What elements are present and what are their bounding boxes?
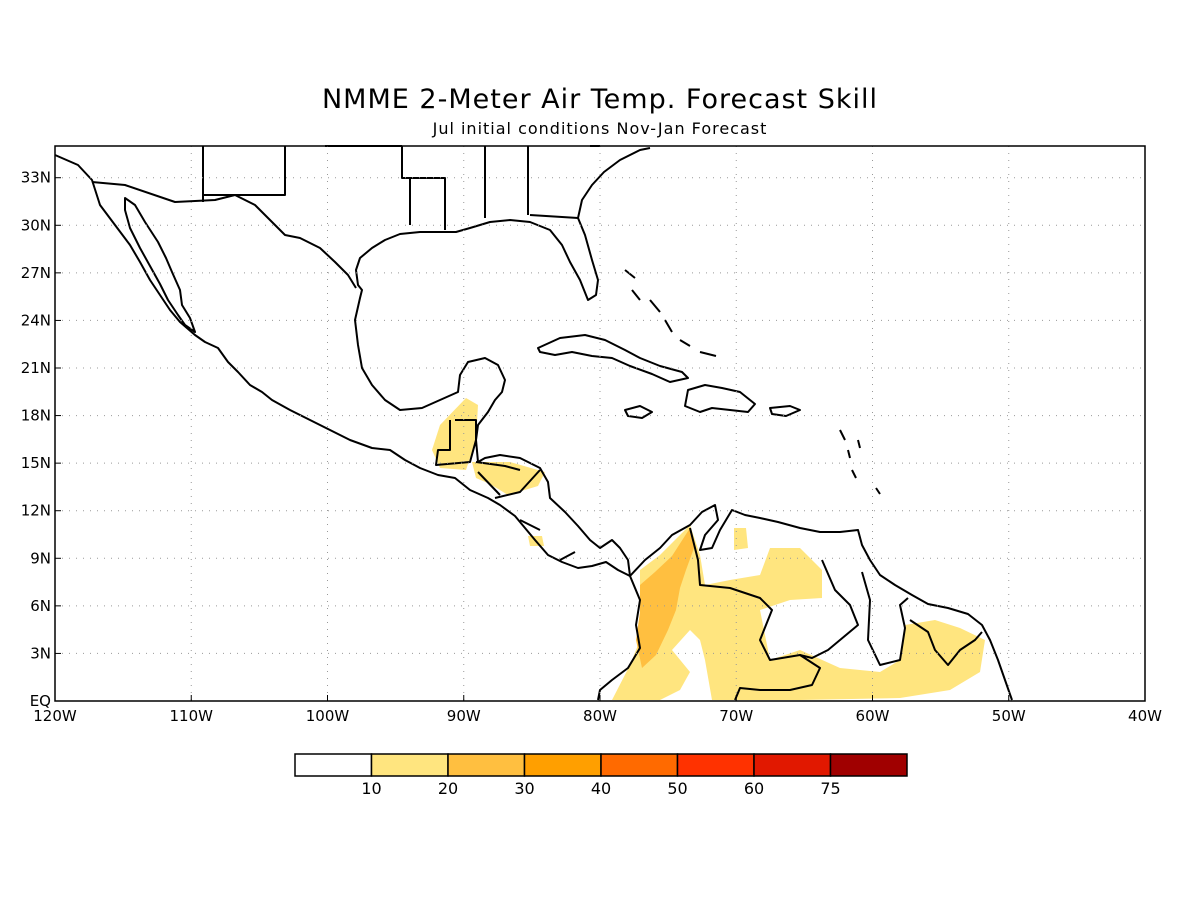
islands-bahamas [624,269,717,357]
coast-gulf-of-mexico [354,147,651,577]
lat-tick-label: 15N [21,454,51,472]
border-guianas [861,571,983,666]
coast-pacific-south-america [597,575,641,701]
border-us-states [202,145,600,230]
skill-region-south-america [612,525,985,700]
skill-shading [432,398,985,700]
skill-region-honduras [472,462,545,495]
map-subtitle: Jul initial conditions Nov-Jan Forecast [432,119,768,138]
lon-tick-label: 90W [447,707,481,725]
colorbar-swatch [370,753,449,777]
lon-tick-label: 60W [856,707,890,725]
coast-mexico-pacific [54,154,631,577]
colorbar-label: 60 [744,779,764,798]
coast-south-america [629,504,1013,701]
island-hispaniola [684,384,756,413]
skill-region-venezuela-patch [734,528,748,550]
colorbar-label: 30 [514,779,534,798]
border-central-america [435,419,576,561]
lat-tick-label: 21N [21,359,51,377]
colorbar: 10 20 30 40 50 60 75 [294,753,908,798]
islands-lesser-antilles [839,429,881,495]
coast-baja [124,197,196,333]
colorbar-swatch [676,753,755,777]
lat-tick-label: 33N [21,169,51,187]
lat-tick-label: 27N [21,264,51,282]
lon-tick-label: 100W [306,707,350,725]
lat-tick-label: 30N [21,216,51,234]
map-frame [54,145,1146,702]
lat-tick-label: 6N [30,597,51,615]
lat-tick-label: 24N [21,311,51,329]
lon-tick-label: 120W [33,707,77,725]
map-title: NMME 2-Meter Air Temp. Forecast Skill [321,84,879,115]
island-cuba [537,334,689,383]
lat-tick-label: 18N [21,407,51,425]
skill-region-guatemala [432,398,478,470]
island-jamaica [624,405,653,419]
gridlines [55,146,1145,701]
colorbar-swatch [600,753,679,777]
colorbar-swatch [523,753,602,777]
colorbar-swatch [294,753,373,777]
colorbar-label: 10 [361,779,381,798]
lon-tick-label: 80W [583,707,617,725]
colorbar-label: 50 [667,779,687,798]
axis-ticks: 120W 110W 100W 90W 80W 70W 60W 50W 40W EQ 3N 6N 9N 12… [21,169,1162,725]
colorbar-swatch [447,753,526,777]
colorbar-swatch [829,753,908,777]
border-venezuela-guyana [799,559,859,659]
skill-region-colombia-west [636,528,694,668]
colorbar-swatch [753,753,832,777]
lat-tick-label: 3N [30,644,51,662]
border-colombia-venezuela [689,527,821,701]
colorbar-label: 40 [591,779,611,798]
border-us-mexico [91,181,357,289]
colorbar-label: 20 [438,779,458,798]
lat-tick-label: EQ [30,692,51,710]
lon-tick-label: 110W [170,707,214,725]
lon-tick-label: 70W [719,707,753,725]
lat-tick-label: 12N [21,502,51,520]
lon-tick-label: 40W [1128,707,1162,725]
lon-tick-label: 50W [992,707,1026,725]
coastlines [54,145,1013,701]
colorbar-label: 75 [820,779,840,798]
lat-tick-label: 9N [30,549,51,567]
island-puerto-rico [769,405,801,417]
